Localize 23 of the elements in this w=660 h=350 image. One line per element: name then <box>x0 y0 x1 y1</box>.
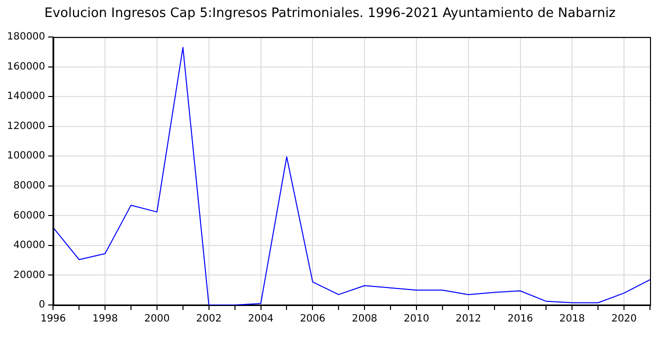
y-tick-label: 20000 <box>13 270 46 281</box>
y-tick-label: 60000 <box>13 210 46 222</box>
x-tick-label: 2020 <box>611 314 637 325</box>
x-tick-label: 1998 <box>92 314 118 325</box>
y-tick-label: 160000 <box>6 61 46 72</box>
y-tick-label: 180000 <box>6 32 46 43</box>
x-tick-label: 2002 <box>196 314 222 325</box>
y-tick-label: 140000 <box>6 91 46 102</box>
y-tick-label: 40000 <box>13 240 46 252</box>
y-tick-label: 100000 <box>6 150 46 162</box>
x-tick-label: 2004 <box>248 314 274 325</box>
chart-title: Evolucion Ingresos Cap 5:Ingresos Patrimoniales. 1996-2021 Ayuntamiento de Nabarniz <box>43 5 617 23</box>
y-tick-label: 0 <box>38 300 46 311</box>
x-tick-label: 2016 <box>508 314 533 325</box>
x-tick-label: 2018 <box>559 314 585 325</box>
x-tick-label: 2006 <box>300 314 326 325</box>
x-tick-label: 2010 <box>404 314 430 325</box>
x-tick-label: 1996 <box>40 314 66 325</box>
x-tick-label: 2000 <box>144 314 170 325</box>
y-tick-label: 80000 <box>13 180 46 192</box>
x-tick-label: 2008 <box>352 314 378 325</box>
x-tick-label: 2012 <box>456 314 482 325</box>
y-tick-label: 120000 <box>6 120 46 132</box>
